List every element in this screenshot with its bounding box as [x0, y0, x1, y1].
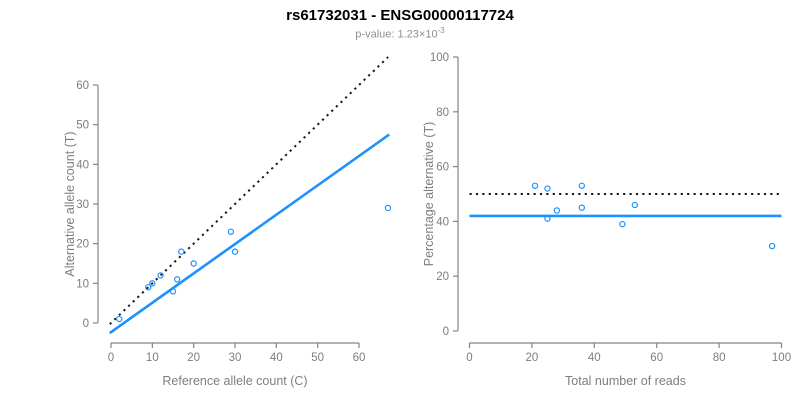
data-point	[578, 182, 586, 189]
x-tick-label: 10	[146, 352, 159, 364]
figure-title: rs61732031 - ENSG00000117724	[286, 7, 514, 24]
data-point	[553, 207, 561, 214]
x-tick-label: 60	[650, 352, 663, 364]
data-point	[190, 260, 197, 267]
y-tick-label: 40	[76, 159, 89, 171]
pvalue-exponent: -3	[437, 26, 445, 35]
y-tick-label: 50	[76, 120, 89, 132]
y-tick-label: 20	[76, 239, 89, 251]
data-point	[231, 248, 239, 255]
percentage-vs-reads-xlabel: Total number of reads	[565, 374, 686, 388]
data-point	[149, 280, 156, 287]
x-tick-label: 80	[713, 352, 726, 364]
allele-counts-xlabel: Reference allele count (C)	[162, 374, 307, 388]
x-tick-label: 20	[526, 352, 539, 364]
data-point	[227, 228, 235, 235]
y-tick-label: 40	[436, 216, 449, 228]
data-point	[169, 288, 177, 295]
data-point	[157, 272, 164, 279]
regression-line	[109, 133, 390, 335]
x-tick-label: 50	[311, 352, 324, 364]
pvalue-text: p-value: 1.23×10	[355, 28, 438, 41]
identity-line	[109, 56, 389, 325]
y-tick-label: 100	[430, 52, 449, 64]
x-tick-label: 40	[270, 352, 283, 364]
data-point	[178, 248, 185, 255]
y-tick-label: 0	[443, 326, 449, 338]
x-tick-label: 20	[187, 352, 200, 364]
x-tick-label: 40	[588, 352, 601, 364]
y-tick-label: 60	[76, 80, 89, 92]
data-point	[116, 315, 123, 323]
data-point	[144, 284, 152, 291]
allele-counts-ylabel: Alternative allele count (T)	[63, 131, 77, 276]
y-tick-label: 30	[76, 199, 89, 211]
data-point	[619, 220, 626, 228]
x-tick-label: 30	[229, 352, 242, 364]
figure-subtitle: p-value: 1.23×10-3	[0, 26, 800, 41]
data-point	[173, 276, 181, 283]
data-point	[544, 185, 551, 192]
data-point	[578, 204, 586, 211]
data-point	[384, 204, 392, 212]
y-tick-label: 80	[436, 107, 449, 119]
x-tick-label: 100	[772, 352, 791, 364]
data-point	[768, 242, 776, 250]
x-tick-label: 0	[108, 352, 114, 364]
percentage-vs-reads-ylabel: Percentage alternative (T)	[422, 122, 436, 267]
y-tick-label: 0	[83, 318, 89, 330]
y-tick-label: 10	[76, 278, 89, 290]
data-point	[544, 215, 551, 222]
data-point	[631, 201, 639, 209]
x-tick-label: 0	[466, 352, 472, 364]
x-tick-label: 60	[353, 352, 366, 364]
y-tick-label: 20	[436, 271, 449, 283]
y-tick-label: 60	[436, 162, 449, 174]
data-point	[531, 182, 539, 189]
